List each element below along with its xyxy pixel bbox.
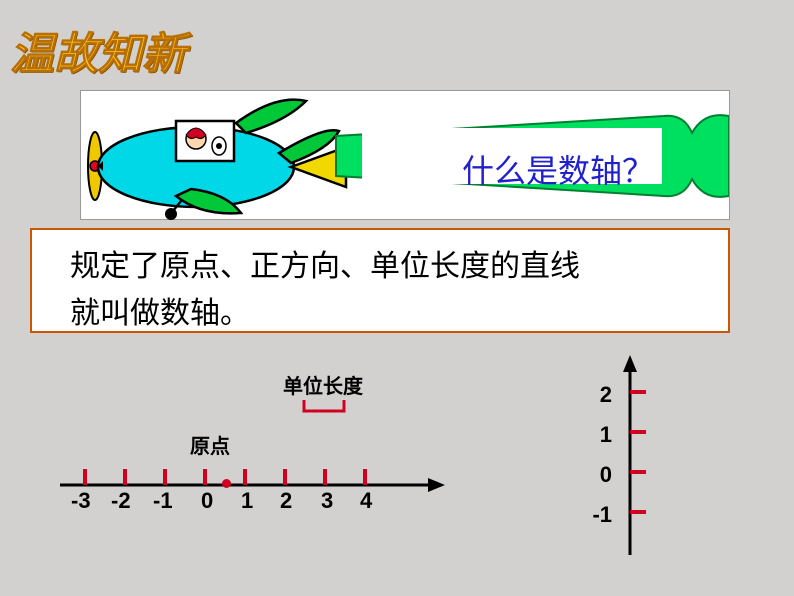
axis-tick-label: 1 (577, 422, 612, 448)
definition-line2: 就叫做数轴。 (70, 297, 250, 330)
axis-tick-label: 0 (201, 488, 213, 514)
vertical-axis-svg (620, 350, 650, 565)
axis-tick-label: 2 (280, 488, 292, 514)
origin-dot (222, 479, 231, 488)
airplane-icon (81, 91, 361, 221)
axis-tick-label: 1 (241, 488, 253, 514)
axis-tick-label: -2 (111, 488, 131, 514)
vertical-number-line: 2 1 0 -1 (535, 350, 685, 580)
page-title: 温故知新 (10, 18, 186, 82)
axis-tick-label: -3 (71, 488, 91, 514)
banner-question: 什么是数轴？ (462, 146, 654, 192)
axis-tick-label: 4 (360, 488, 372, 514)
definition-line1: 规定了原点、正方向、单位长度的直线 (70, 250, 580, 283)
horizontal-number-line: 单位长度 原点 -3-2-101234 (45, 370, 455, 530)
plane-banner-area: 什么是数轴？ (80, 90, 730, 220)
axis-tick-label: 0 (577, 462, 612, 488)
axis-tick-label: -1 (153, 488, 173, 514)
definition-box: 规定了原点、正方向、单位长度的直线 就叫做数轴。 (30, 228, 730, 333)
axis-tick-label: 3 (321, 488, 333, 514)
unit-bracket-icon (300, 398, 348, 416)
axis-tick-label: 2 (577, 382, 612, 408)
axis-tick-label: -1 (577, 502, 612, 528)
unit-length-label: 单位长度 (283, 370, 363, 399)
